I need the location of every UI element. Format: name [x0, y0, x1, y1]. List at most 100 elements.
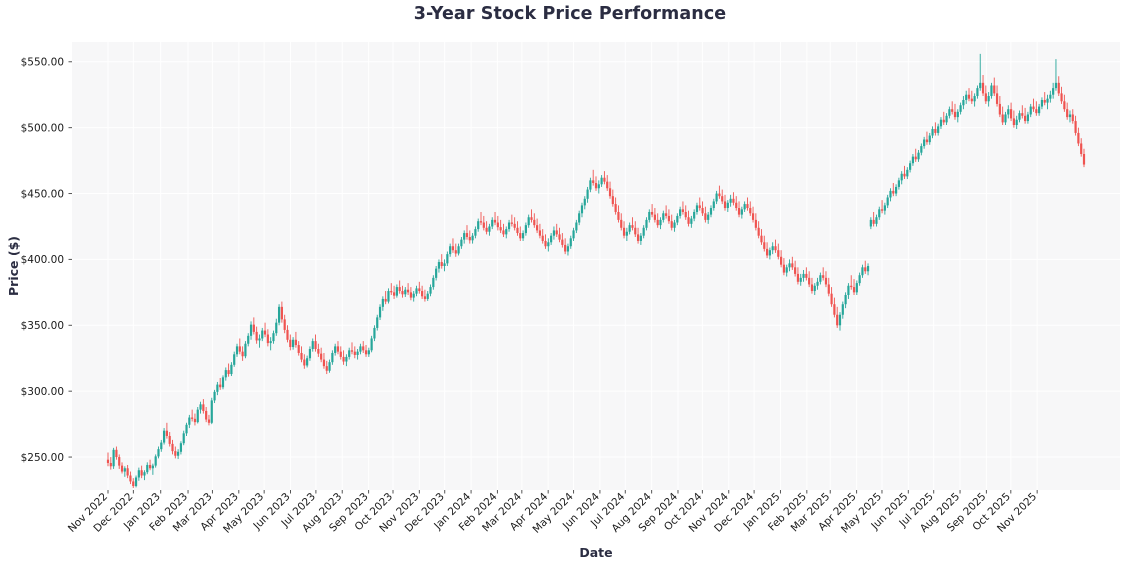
candle-body: [799, 277, 802, 282]
candle-body: [959, 105, 962, 112]
candle-body: [923, 139, 926, 147]
candle-body: [962, 99, 965, 106]
candle-body: [911, 156, 915, 164]
candle-body: [864, 267, 867, 272]
candle-body: [146, 464, 149, 473]
candle-body: [1060, 93, 1063, 102]
candle-body: [878, 209, 881, 218]
candle-body: [429, 287, 432, 294]
candle-body: [592, 180, 595, 183]
candle-body: [185, 424, 188, 434]
candle-body: [1082, 154, 1086, 165]
candle-body: [617, 211, 620, 220]
candle-body: [984, 93, 987, 102]
candle-body: [701, 208, 704, 214]
candle-body: [614, 204, 617, 212]
candle-body: [235, 346, 239, 355]
candle-body: [566, 246, 570, 252]
candle-body: [230, 364, 233, 375]
candle-body: [847, 285, 850, 295]
candle-body: [151, 465, 154, 469]
candle-body: [558, 234, 561, 240]
candle-body: [303, 359, 306, 366]
candle-body: [412, 293, 415, 298]
candle-body: [740, 209, 743, 215]
candle-body: [903, 173, 906, 177]
candle-body: [401, 291, 404, 295]
candle-body: [743, 204, 746, 210]
candle-body: [171, 443, 174, 452]
candle-body: [398, 287, 401, 292]
candle-body: [765, 248, 769, 256]
candle-body: [454, 250, 457, 254]
candle-body: [824, 277, 828, 285]
candle-body: [213, 391, 216, 401]
candle-body: [564, 244, 567, 252]
candle-body: [406, 289, 410, 293]
candle-body: [687, 217, 690, 224]
candle-body: [808, 277, 811, 285]
candle-body: [126, 468, 129, 476]
candle-body: [645, 219, 648, 228]
candle-body: [370, 338, 373, 351]
candle-body: [505, 229, 508, 235]
candle-body: [191, 417, 194, 419]
candle-body: [395, 287, 398, 296]
candle-body: [118, 457, 121, 466]
candle-body: [205, 410, 208, 420]
candle-body: [465, 233, 469, 238]
candle-body: [129, 475, 132, 482]
candle-body: [684, 211, 687, 218]
candle-body: [423, 296, 427, 299]
candle-body: [676, 215, 679, 223]
candle-body: [364, 350, 368, 355]
candle-body: [289, 339, 292, 348]
candle-body: [249, 324, 253, 336]
candle-body: [143, 472, 146, 476]
candle-body: [277, 306, 281, 323]
candle-body: [698, 205, 701, 209]
candle-body: [353, 351, 356, 355]
candle-body: [1035, 109, 1038, 114]
candle-body: [1046, 98, 1049, 103]
candle-body: [822, 275, 825, 278]
candle-body: [737, 208, 741, 215]
candle-body: [182, 433, 185, 444]
candle-body: [906, 169, 909, 177]
candle-body: [1071, 114, 1074, 122]
candle-body: [482, 222, 485, 228]
candle-body: [628, 225, 631, 232]
candle-body: [939, 119, 943, 127]
candle-body: [1018, 113, 1021, 120]
candle-body: [583, 198, 586, 206]
candle-body: [723, 201, 727, 209]
candle-body: [160, 442, 163, 450]
candle-body: [810, 284, 814, 292]
candle-body: [841, 304, 844, 315]
candle-body: [244, 343, 247, 357]
candle-body: [521, 233, 525, 239]
candle-body: [925, 139, 929, 143]
candle-body: [695, 205, 699, 212]
candle-body: [538, 230, 542, 236]
candle-body: [536, 225, 539, 231]
candle-body: [569, 238, 572, 247]
candle-body: [115, 449, 118, 458]
candle-body: [342, 356, 345, 362]
candlestick-series: [106, 53, 1086, 489]
candle-body: [855, 283, 858, 293]
candle-body: [524, 225, 527, 234]
candle-body: [196, 409, 199, 423]
candle-body: [600, 177, 603, 185]
candle-body: [280, 306, 283, 320]
candle-body: [965, 94, 968, 100]
candle-body: [749, 208, 752, 214]
candle-body: [314, 341, 317, 350]
candle-body: [106, 459, 110, 463]
candle-body: [953, 111, 957, 118]
candle-body: [460, 239, 463, 247]
candle-body: [900, 173, 903, 181]
candle-body: [541, 235, 544, 241]
